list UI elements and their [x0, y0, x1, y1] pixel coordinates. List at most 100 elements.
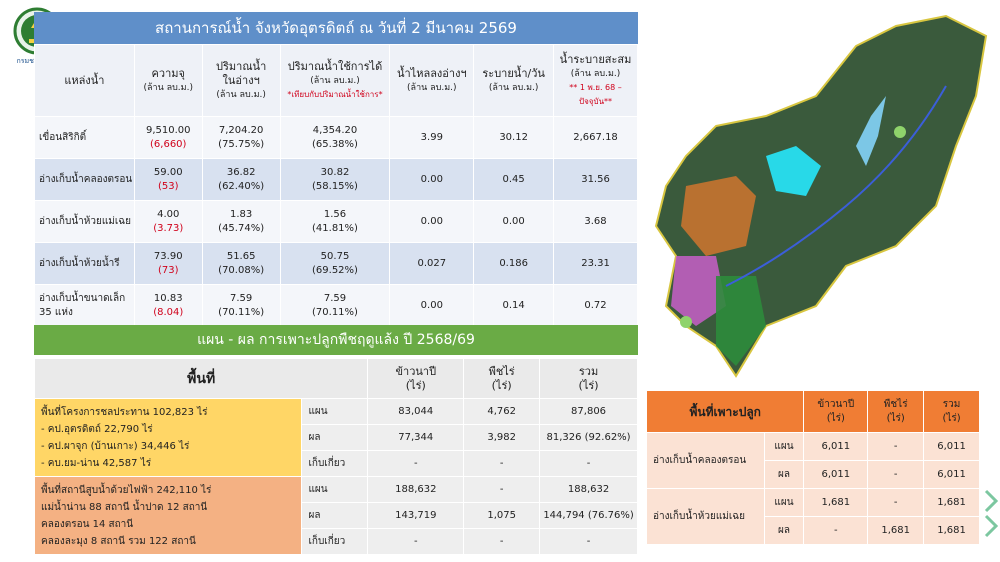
water-status-table: แหล่งน้ำ ความจุ (ล้าน ลบ.ม.) ปริมาณน้ำ ใน… — [34, 44, 638, 327]
capacity-cell: 73.90 (73) — [133, 242, 203, 285]
capacity-usable-value: (73) — [157, 264, 179, 276]
usable-value: 1.56 — [323, 208, 347, 220]
rice-value: 6,011 — [803, 460, 869, 489]
capacity-cell: 9,510.00 (6,660) — [133, 116, 203, 159]
field-crop-value: 1,681 — [867, 516, 925, 545]
rice-value: 77,344 — [367, 424, 465, 451]
header-source: แหล่งน้ำ — [34, 44, 135, 117]
capacity-cell: 10.83 (8.04) — [133, 284, 203, 327]
capacity-value: 73.90 — [153, 250, 183, 262]
row-label: ผล — [301, 424, 369, 451]
header-area: พื้นที่ — [33, 358, 369, 399]
release-value: 0.186 — [473, 242, 555, 285]
volume-cell: 7.59 (70.11%) — [201, 284, 281, 327]
row-label: แผน — [301, 476, 369, 503]
header-total: รวม (ไร่) — [923, 390, 980, 433]
header-rice: ข้าวนาปี (ไร่) — [367, 358, 465, 399]
header-cumulative: น้ำระบายสะสม (ล้าน ลบ.ม.) ** 1 พ.ย. 68 – ป… — [553, 44, 638, 117]
rice-value: - — [367, 528, 465, 555]
total-value: 6,011 — [923, 460, 980, 489]
capacity-value: 10.83 — [153, 292, 183, 304]
volume-percent: (62.40%) — [218, 180, 265, 192]
header-field-crop: พืชไร่ (ไร่) — [867, 390, 925, 433]
table-row: อ่างเก็บน้ำห้วยแม่เฉย แผน 1,681-1,681 — [646, 488, 980, 545]
row-label: แผน — [763, 488, 805, 517]
rice-value: 1,681 — [803, 488, 869, 517]
volume-cell: 51.65 (70.08%) — [201, 242, 281, 285]
header-inflow: น้ำไหลลงอ่างฯ (ล้าน ลบ.ม.) — [389, 44, 475, 117]
volume-value: 7.59 — [230, 292, 253, 304]
area-description: พื้นที่สถานีสูบน้ำด้วยไฟฟ้า 242,110 ไร่ … — [33, 476, 303, 555]
table-row: อ่างเก็บน้ำคลองตรอน แผน 6,011-6,011 — [646, 432, 980, 489]
release-value: 0.45 — [473, 158, 555, 201]
row-label: เก็บเกี่ยว — [301, 450, 369, 477]
field-crop-value: 4,762 — [463, 398, 541, 425]
crop-plan-title: แผน - ผล การเพาะปลูกพืชฤดูแล้ง ปี 2568/6… — [34, 325, 638, 355]
decorative-chevrons — [984, 489, 998, 538]
crop-plan-table: พื้นที่ ข้าวนาปี (ไร่) พืชไร่ (ไร่) รวม … — [33, 358, 638, 555]
total-value: 1,681 — [923, 516, 980, 545]
capacity-value: 4.00 — [157, 208, 180, 220]
header-rice: ข้าวนาปี (ไร่) — [803, 390, 869, 433]
rice-value: 6,011 — [803, 432, 869, 461]
total-value: - — [539, 450, 638, 477]
usable-value: 4,354.20 — [312, 124, 358, 136]
table-row: เขื่อนสิริกิติ์ 9,510.00 (6,660) 7,204.20 (7… — [34, 116, 638, 159]
reservoir-name: อ่างเก็บน้ำห้วยแม่เฉย — [646, 488, 765, 545]
volume-percent: (70.11%) — [218, 306, 265, 318]
volume-value: 51.65 — [226, 250, 256, 262]
rice-value: - — [803, 516, 869, 545]
volume-percent: (70.08%) — [218, 264, 265, 276]
inflow-value: 0.00 — [389, 284, 475, 327]
total-value: 81,326 (92.62%) — [539, 424, 638, 451]
cumulative-release-value: 0.72 — [553, 284, 638, 327]
capacity-usable-value: (53) — [157, 180, 179, 192]
usable-value: 50.75 — [320, 250, 350, 262]
inflow-value: 3.99 — [389, 116, 475, 159]
area-description: พื้นที่โครงการชลประทาน 102,823 ไร่ - คป.… — [33, 398, 303, 477]
inflow-value: 0.00 — [389, 158, 475, 201]
capacity-value: 59.00 — [153, 166, 183, 178]
reservoir-name: อ่างเก็บน้ำคลองตรอน — [646, 432, 765, 489]
inflow-value: 0.00 — [389, 200, 475, 243]
total-value: 6,011 — [923, 432, 980, 461]
release-value: 0.00 — [473, 200, 555, 243]
reservoir-name: อ่างเก็บน้ำคลองตรอน — [34, 158, 135, 201]
field-crop-value: - — [463, 450, 541, 477]
usable-cell: 7.59 (70.11%) — [279, 284, 391, 327]
volume-cell: 1.83 (45.74%) — [201, 200, 281, 243]
table-row: ผล 6,011-6,011 — [647, 460, 980, 489]
usable-value: 30.82 — [320, 166, 350, 178]
cumulative-release-value: 3.68 — [553, 200, 638, 243]
usable-cell: 4,354.20 (65.38%) — [279, 116, 391, 159]
usable-percent: (70.11%) — [312, 306, 358, 318]
usable-percent: (65.38%) — [312, 138, 358, 150]
row-label: แผน — [763, 432, 805, 461]
table-row: พื้นที่โครงการชลประทาน 102,823 ไร่ - คป.… — [33, 398, 638, 477]
row-label: แผน — [301, 398, 369, 425]
table-row: ผล 143,719 1,075 144,794 (76.76%) — [35, 502, 638, 529]
total-value: 144,794 (76.76%) — [539, 502, 638, 529]
usable-cell: 50.75 (69.52%) — [279, 242, 391, 285]
release-value: 30.12 — [473, 116, 555, 159]
header-release: ระบายน้ำ/วัน (ล้าน ลบ.ม.) — [473, 44, 555, 117]
field-crop-value: - — [867, 488, 925, 517]
table-row: อ่างเก็บน้ำขนาดเล็ก 35 แห่ง 10.83 (8.04) 7.… — [34, 284, 638, 327]
uttaradit-province-map — [654, 14, 988, 378]
table-row: เก็บเกี่ยว - - - — [35, 528, 638, 555]
table-row: ผล 77,344 3,982 81,326 (92.62%) — [35, 424, 638, 451]
total-value: 188,632 — [539, 476, 638, 503]
usable-cell: 1.56 (41.81%) — [279, 200, 391, 243]
capacity-usable-value: (6,660) — [150, 138, 187, 150]
rice-value: 143,719 — [367, 502, 465, 529]
planting-area-table: พื้นที่เพาะปลูก ข้าวนาปี (ไร่) พืชไร่ (ไ… — [645, 390, 980, 545]
reservoir-name: เขื่อนสิริกิติ์ — [34, 116, 135, 159]
capacity-value: 9,510.00 — [145, 124, 191, 136]
cumulative-release-value: 31.56 — [553, 158, 638, 201]
field-crop-value: - — [463, 528, 541, 555]
capacity-cell: 59.00 (53) — [133, 158, 203, 201]
total-value: 1,681 — [923, 488, 980, 517]
cumulative-release-value: 23.31 — [553, 242, 638, 285]
row-label: ผล — [301, 502, 369, 529]
rice-value: 83,044 — [367, 398, 465, 425]
